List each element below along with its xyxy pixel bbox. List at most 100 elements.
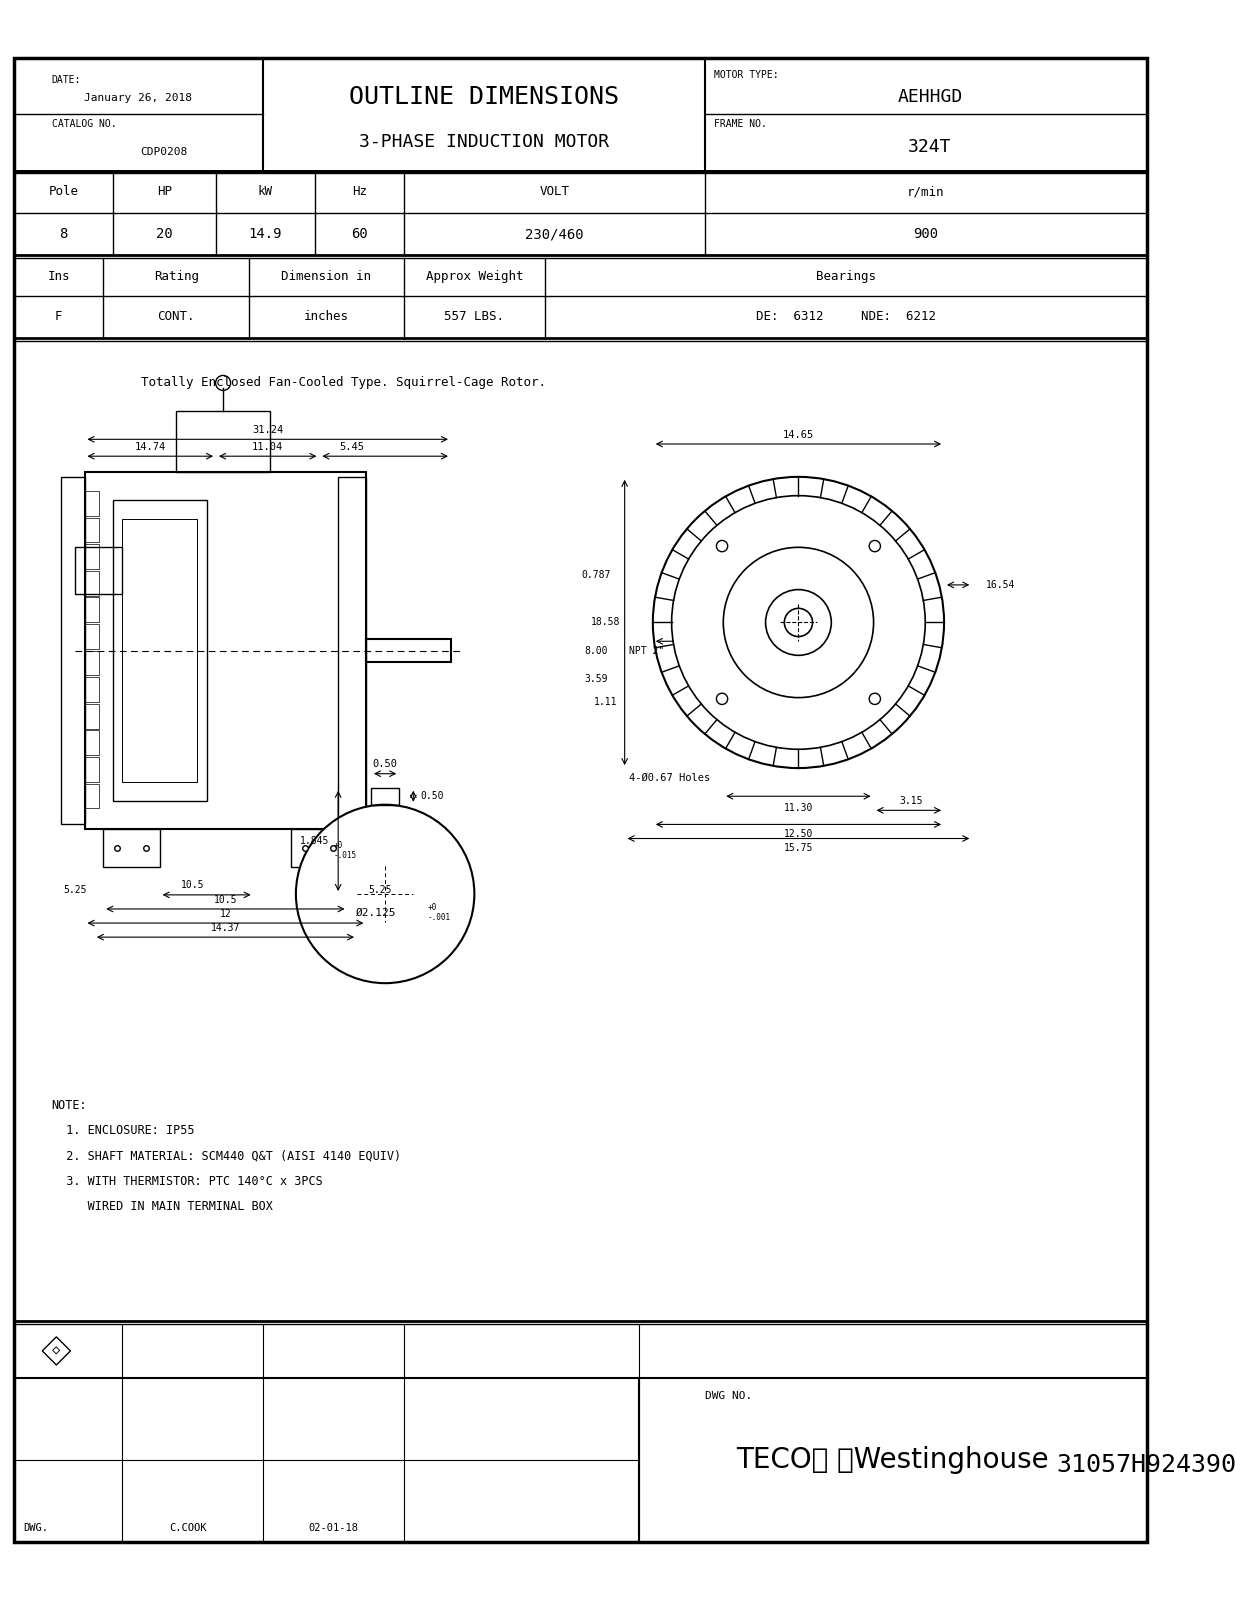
Text: Dimension in: Dimension in xyxy=(282,270,372,283)
Circle shape xyxy=(723,547,874,698)
Text: 11.30: 11.30 xyxy=(784,803,813,813)
Text: 8: 8 xyxy=(59,227,68,242)
Circle shape xyxy=(717,541,728,552)
Bar xyxy=(339,477,366,824)
Text: CDP0208: CDP0208 xyxy=(141,147,188,157)
Circle shape xyxy=(765,589,832,656)
Text: 5.25: 5.25 xyxy=(368,885,392,894)
Text: 324T: 324T xyxy=(908,138,952,157)
Text: 20: 20 xyxy=(156,227,173,242)
Bar xyxy=(122,518,198,782)
Text: 230/460: 230/460 xyxy=(525,227,583,242)
Text: 8.00: 8.00 xyxy=(585,646,608,656)
Text: 12.50: 12.50 xyxy=(784,829,813,838)
Text: 1.845: 1.845 xyxy=(300,835,329,846)
Bar xyxy=(84,517,99,542)
Text: 557 LBS.: 557 LBS. xyxy=(445,310,504,323)
Bar xyxy=(176,411,269,472)
Circle shape xyxy=(295,805,475,982)
Text: 3-PHASE INDUCTION MOTOR: 3-PHASE INDUCTION MOTOR xyxy=(358,133,609,152)
Text: 18.58: 18.58 xyxy=(591,618,620,627)
Text: Bearings: Bearings xyxy=(816,270,876,283)
Text: 0.50: 0.50 xyxy=(372,760,398,770)
Text: 02-01-18: 02-01-18 xyxy=(309,1523,358,1533)
Text: NPT 2": NPT 2" xyxy=(629,646,665,656)
Text: +0
-.015: +0 -.015 xyxy=(334,840,357,859)
Text: 31.24: 31.24 xyxy=(252,426,283,435)
Text: 31057H924390: 31057H924390 xyxy=(1057,1453,1236,1477)
Text: Approx Weight: Approx Weight xyxy=(425,270,523,283)
Text: 4-Ø0.67 Holes: 4-Ø0.67 Holes xyxy=(629,773,711,782)
Text: Pole: Pole xyxy=(48,186,78,198)
Text: 14.9: 14.9 xyxy=(248,227,282,242)
Text: ◇: ◇ xyxy=(52,1344,61,1358)
Text: kW: kW xyxy=(258,186,273,198)
Text: DE:  6312     NDE:  6212: DE: 6312 NDE: 6212 xyxy=(756,310,936,323)
Text: 1. ENCLOSURE: IP55: 1. ENCLOSURE: IP55 xyxy=(52,1125,194,1138)
Text: 3.15: 3.15 xyxy=(900,795,923,806)
Text: CATALOG NO.: CATALOG NO. xyxy=(52,118,116,128)
Text: C.COOK: C.COOK xyxy=(169,1523,206,1533)
Bar xyxy=(104,829,159,867)
Text: TECOⓇ ⓈWestinghouse: TECOⓇ ⓈWestinghouse xyxy=(737,1446,1049,1474)
Bar xyxy=(84,784,99,808)
Text: 60: 60 xyxy=(351,227,367,242)
Bar xyxy=(84,757,99,782)
Text: 15.75: 15.75 xyxy=(784,843,813,853)
Text: DWG.: DWG. xyxy=(23,1523,48,1533)
Text: inches: inches xyxy=(304,310,349,323)
Text: 1.11: 1.11 xyxy=(595,698,618,707)
Text: F: F xyxy=(54,310,63,323)
Bar xyxy=(84,731,99,755)
Circle shape xyxy=(717,693,728,704)
Text: 3. WITH THERMISTOR: PTC 140°C x 3PCS: 3. WITH THERMISTOR: PTC 140°C x 3PCS xyxy=(52,1174,323,1187)
Bar xyxy=(371,787,399,805)
Text: 3.59: 3.59 xyxy=(585,674,608,683)
Text: DWG NO.: DWG NO. xyxy=(705,1392,751,1402)
Text: 900: 900 xyxy=(913,227,938,242)
Text: MOTOR TYPE:: MOTOR TYPE: xyxy=(714,70,779,80)
Text: AEHHGD: AEHHGD xyxy=(897,88,963,106)
Text: 11.04: 11.04 xyxy=(252,442,283,451)
Text: January 26, 2018: January 26, 2018 xyxy=(84,93,192,104)
Text: r/min: r/min xyxy=(907,186,944,198)
Bar xyxy=(292,829,347,867)
Bar xyxy=(84,651,99,675)
Text: OUTLINE DIMENSIONS: OUTLINE DIMENSIONS xyxy=(349,85,619,109)
Text: 5.25: 5.25 xyxy=(63,885,87,894)
Bar xyxy=(61,477,84,824)
Circle shape xyxy=(215,376,231,390)
Text: 14.74: 14.74 xyxy=(135,442,166,451)
Text: 12: 12 xyxy=(220,909,231,918)
Bar xyxy=(84,597,99,622)
Text: FRAME NO.: FRAME NO. xyxy=(714,118,766,128)
Circle shape xyxy=(785,608,812,637)
Bar xyxy=(84,624,99,648)
Bar xyxy=(84,704,99,728)
Bar xyxy=(366,640,451,662)
Text: VOLT: VOLT xyxy=(539,186,570,198)
Bar xyxy=(112,501,206,802)
Bar xyxy=(75,547,122,594)
Text: 16.54: 16.54 xyxy=(986,579,1015,590)
Bar xyxy=(84,571,99,595)
Text: 10.5: 10.5 xyxy=(180,880,204,891)
Text: WIRED IN MAIN TERMINAL BOX: WIRED IN MAIN TERMINAL BOX xyxy=(52,1200,273,1213)
Circle shape xyxy=(869,541,880,552)
Bar xyxy=(84,491,99,515)
Text: NOTE:: NOTE: xyxy=(52,1099,88,1112)
Text: +0
-.001: +0 -.001 xyxy=(428,902,451,923)
Circle shape xyxy=(653,477,944,768)
Text: Hz: Hz xyxy=(352,186,367,198)
Text: 14.65: 14.65 xyxy=(782,429,815,440)
Text: 5.45: 5.45 xyxy=(340,442,365,451)
Text: Totally Enclosed Fan-Cooled Type. Squirrel-Cage Rotor.: Totally Enclosed Fan-Cooled Type. Squirr… xyxy=(141,376,546,389)
Text: Ins: Ins xyxy=(47,270,70,283)
Text: 10.5: 10.5 xyxy=(214,894,237,904)
Text: DATE:: DATE: xyxy=(52,75,82,85)
Text: 14.37: 14.37 xyxy=(211,923,240,933)
Text: CONT.: CONT. xyxy=(157,310,195,323)
Circle shape xyxy=(671,496,926,749)
Text: 0.787: 0.787 xyxy=(582,571,611,581)
Text: 2. SHAFT MATERIAL: SCM440 Q&T (AISI 4140 EQUIV): 2. SHAFT MATERIAL: SCM440 Q&T (AISI 4140… xyxy=(52,1149,400,1163)
